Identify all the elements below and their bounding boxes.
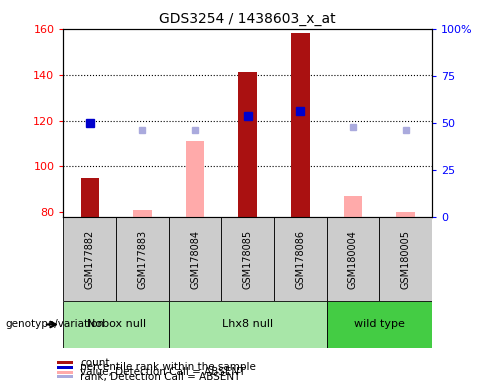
Text: GSM180004: GSM180004 [348, 230, 358, 289]
Bar [169, 301, 326, 348]
Title: GDS3254 / 1438603_x_at: GDS3254 / 1438603_x_at [160, 12, 336, 26]
Bar [274, 217, 326, 301]
Bar [291, 33, 309, 217]
Bar [63, 217, 116, 301]
Text: genotype/variation: genotype/variation [5, 319, 104, 329]
Bar [222, 217, 274, 301]
Bar [239, 73, 257, 217]
Bar [379, 217, 432, 301]
Text: Nobox null: Nobox null [86, 319, 145, 329]
Text: count: count [80, 358, 110, 368]
Text: wild type: wild type [354, 319, 405, 329]
Text: GSM177883: GSM177883 [138, 230, 147, 289]
Bar [133, 210, 152, 217]
Bar [344, 196, 362, 217]
Text: GSM177882: GSM177882 [85, 230, 95, 289]
Text: GSM178086: GSM178086 [295, 230, 305, 289]
Text: rank, Detection Call = ABSENT: rank, Detection Call = ABSENT [80, 372, 241, 382]
Bar [116, 217, 169, 301]
Bar [63, 301, 169, 348]
Bar [326, 301, 432, 348]
Bar [396, 212, 415, 217]
Text: Lhx8 null: Lhx8 null [222, 319, 273, 329]
Bar [169, 217, 222, 301]
Bar [58, 366, 73, 369]
Bar [58, 375, 73, 378]
Bar [58, 371, 73, 374]
Text: value, Detection Call = ABSENT: value, Detection Call = ABSENT [80, 367, 245, 377]
Text: GSM178085: GSM178085 [243, 230, 253, 289]
Bar [58, 361, 73, 364]
Text: GSM178084: GSM178084 [190, 230, 200, 289]
Bar [81, 178, 99, 217]
Text: GSM180005: GSM180005 [401, 230, 410, 289]
Text: percentile rank within the sample: percentile rank within the sample [80, 362, 256, 372]
Bar [326, 217, 379, 301]
Bar [186, 141, 204, 217]
